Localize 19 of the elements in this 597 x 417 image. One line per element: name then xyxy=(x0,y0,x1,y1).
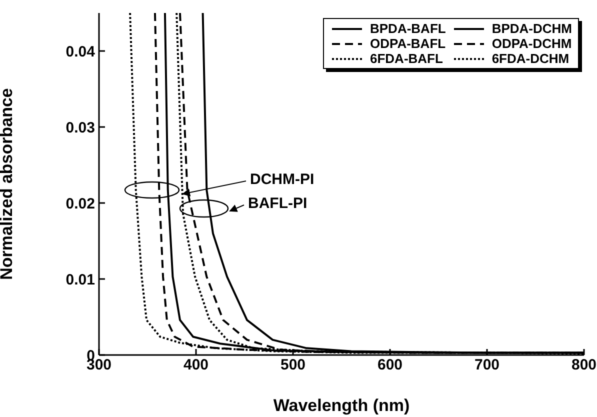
y-axis-title: Normalized absorbance xyxy=(0,88,16,280)
x-tick-label: 700 xyxy=(474,356,500,374)
annotation: BAFL-PI xyxy=(248,195,308,212)
y-tick-label: 0.02 xyxy=(66,195,95,212)
legend-label: ODPA-BAFL xyxy=(370,36,446,51)
x-tick-label: 600 xyxy=(377,356,403,374)
legend-label: BPDA-DCHM xyxy=(492,21,572,36)
x-tick-label: 500 xyxy=(280,356,306,374)
y-tick-label: 0.01 xyxy=(66,271,95,288)
y-tick-label: 0.03 xyxy=(66,119,95,136)
legend-label: ODPA-DCHM xyxy=(492,36,572,51)
legend-label: BPDA-BAFL xyxy=(370,21,446,36)
y-tick-label: 0.04 xyxy=(66,43,96,60)
x-tick-label: 400 xyxy=(183,356,209,374)
x-tick-label: 800 xyxy=(571,356,597,374)
x-axis-title: Wavelength (nm) xyxy=(273,396,410,415)
annotation: DCHM-PI xyxy=(250,171,314,188)
legend-label: 6FDA-BAFL xyxy=(370,51,444,66)
legend-label: 6FDA-DCHM xyxy=(492,51,570,66)
